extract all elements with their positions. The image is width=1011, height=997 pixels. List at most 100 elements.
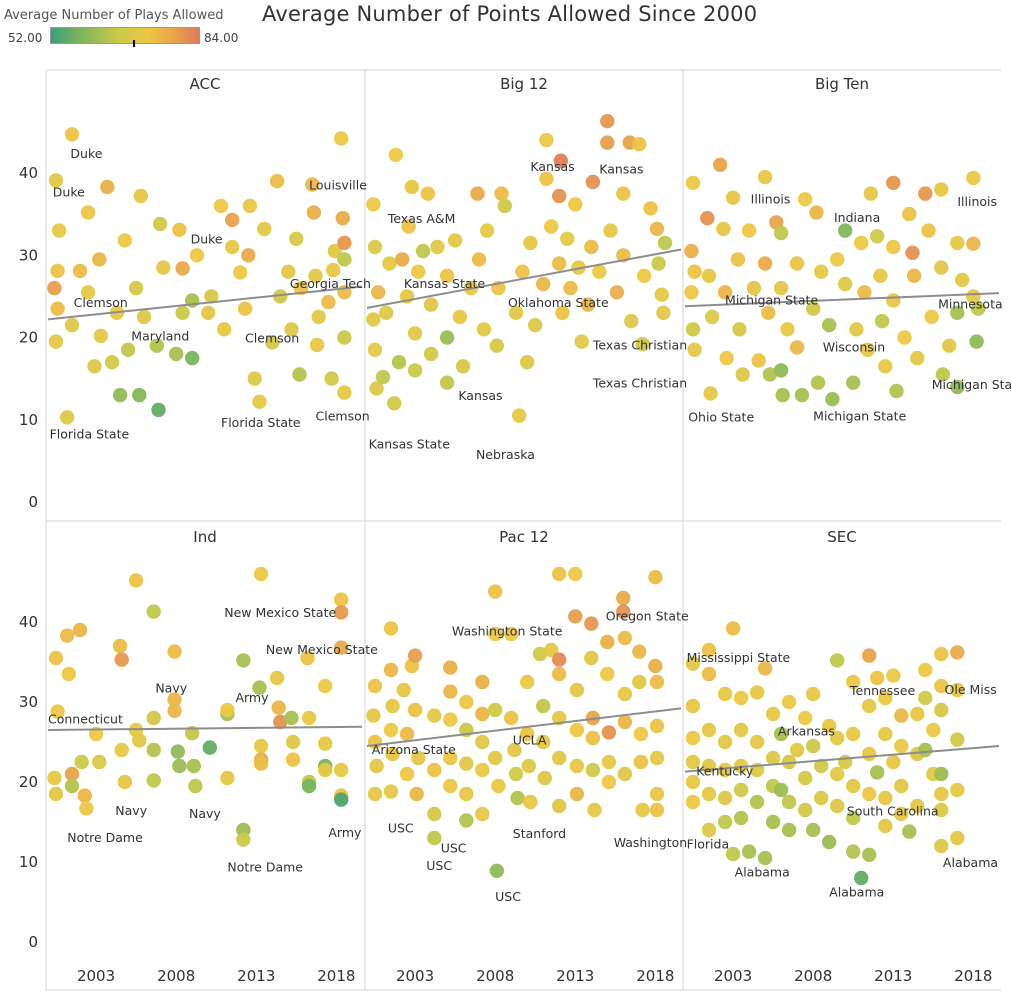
data-point[interactable]	[185, 350, 200, 366]
data-point[interactable]	[186, 758, 201, 774]
data-point[interactable]	[902, 824, 917, 839]
data-point[interactable]	[846, 674, 861, 690]
data-point[interactable]	[773, 726, 789, 742]
data-point[interactable]	[934, 260, 949, 275]
data-point[interactable]	[285, 734, 301, 750]
data-point[interactable]	[926, 722, 941, 738]
data-point[interactable]	[220, 702, 235, 718]
data-point[interactable]	[292, 367, 307, 382]
data-point[interactable]	[508, 766, 524, 782]
data-point[interactable]	[910, 798, 925, 814]
data-point[interactable]	[399, 726, 415, 742]
data-point[interactable]	[475, 674, 490, 690]
data-point[interactable]	[701, 722, 717, 738]
data-point[interactable]	[382, 256, 397, 271]
data-point[interactable]	[423, 297, 439, 312]
data-point[interactable]	[789, 742, 805, 758]
data-point[interactable]	[337, 385, 352, 400]
data-point[interactable]	[201, 305, 216, 320]
data-point[interactable]	[409, 786, 424, 802]
data-point[interactable]	[971, 301, 986, 316]
data-point[interactable]	[616, 186, 631, 201]
data-point[interactable]	[886, 668, 901, 683]
data-point[interactable]	[552, 188, 567, 204]
data-point[interactable]	[585, 762, 601, 778]
data-point[interactable]	[475, 706, 490, 722]
data-point[interactable]	[420, 186, 436, 201]
data-point[interactable]	[489, 863, 504, 878]
data-point[interactable]	[475, 734, 490, 750]
data-point[interactable]	[334, 792, 349, 807]
data-point[interactable]	[654, 287, 669, 302]
data-point[interactable]	[415, 243, 431, 259]
data-point[interactable]	[324, 371, 339, 386]
data-point[interactable]	[910, 350, 925, 366]
data-point[interactable]	[761, 305, 776, 320]
data-point[interactable]	[120, 342, 136, 357]
data-point[interactable]	[902, 206, 917, 222]
data-point[interactable]	[584, 239, 599, 255]
data-point[interactable]	[128, 280, 144, 296]
data-point[interactable]	[156, 260, 171, 275]
data-point[interactable]	[136, 309, 152, 325]
data-point[interactable]	[798, 770, 813, 786]
data-point[interactable]	[685, 656, 701, 671]
data-point[interactable]	[846, 726, 861, 742]
data-point[interactable]	[846, 778, 861, 794]
data-point[interactable]	[146, 773, 161, 788]
data-point[interactable]	[515, 264, 530, 279]
data-point[interactable]	[236, 832, 251, 847]
data-point[interactable]	[284, 710, 299, 726]
data-point[interactable]	[520, 355, 535, 370]
data-point[interactable]	[252, 680, 267, 695]
data-point[interactable]	[369, 758, 384, 774]
data-point[interactable]	[233, 265, 248, 280]
data-point[interactable]	[225, 239, 240, 255]
data-point[interactable]	[488, 750, 503, 766]
data-point[interactable]	[780, 322, 795, 337]
data-point[interactable]	[50, 263, 65, 279]
data-point[interactable]	[59, 410, 75, 425]
data-point[interactable]	[635, 336, 650, 352]
data-point[interactable]	[775, 387, 790, 403]
data-point[interactable]	[700, 211, 715, 226]
data-point[interactable]	[379, 305, 394, 320]
data-point[interactable]	[117, 774, 133, 790]
data-point[interactable]	[749, 794, 765, 810]
data-point[interactable]	[388, 147, 403, 163]
data-point[interactable]	[366, 312, 381, 327]
data-point[interactable]	[236, 653, 251, 668]
data-point[interactable]	[846, 375, 861, 390]
data-point[interactable]	[762, 367, 778, 382]
data-point[interactable]	[950, 682, 965, 698]
data-point[interactable]	[471, 252, 487, 267]
data-point[interactable]	[701, 822, 717, 838]
data-point[interactable]	[383, 662, 399, 678]
data-point[interactable]	[74, 754, 89, 770]
data-point[interactable]	[806, 738, 821, 754]
data-point[interactable]	[950, 732, 965, 747]
data-point[interactable]	[765, 750, 781, 766]
data-point[interactable]	[427, 806, 442, 822]
data-point[interactable]	[459, 756, 474, 771]
data-point[interactable]	[335, 211, 350, 226]
data-point[interactable]	[966, 236, 981, 251]
data-point[interactable]	[64, 318, 80, 333]
data-point[interactable]	[172, 222, 187, 237]
data-point[interactable]	[733, 690, 749, 706]
data-point[interactable]	[789, 340, 805, 355]
data-point[interactable]	[395, 252, 410, 267]
data-point[interactable]	[100, 179, 115, 195]
data-point[interactable]	[552, 652, 567, 667]
data-point[interactable]	[114, 652, 129, 667]
data-point[interactable]	[584, 616, 599, 631]
data-point[interactable]	[510, 790, 525, 806]
data-point[interactable]	[387, 396, 402, 411]
data-point[interactable]	[870, 670, 885, 686]
data-point[interactable]	[733, 722, 749, 738]
data-point[interactable]	[873, 268, 888, 283]
data-point[interactable]	[717, 814, 733, 830]
data-point[interactable]	[918, 690, 933, 706]
data-point[interactable]	[476, 322, 492, 337]
data-point[interactable]	[830, 798, 845, 814]
